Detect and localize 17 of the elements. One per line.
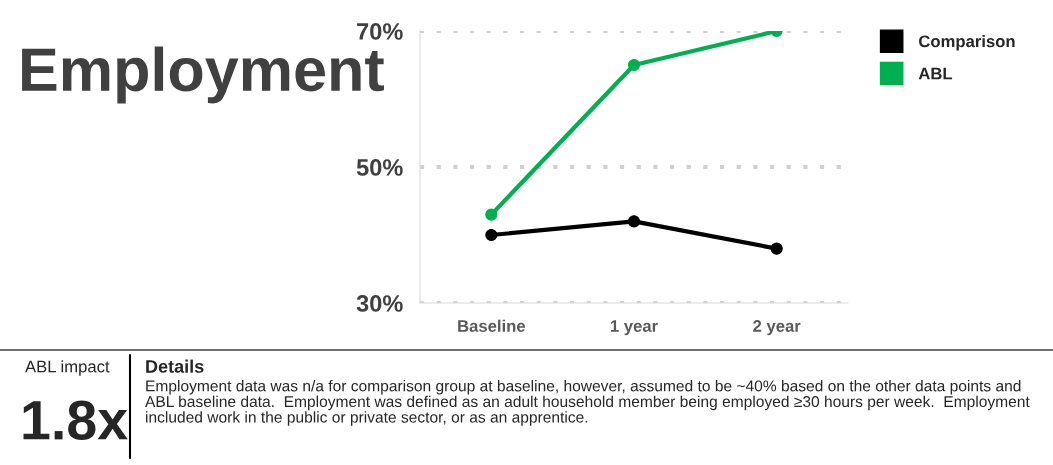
x-tick-label: 2 year xyxy=(753,320,801,336)
x-tick-label: Baseline xyxy=(458,319,526,332)
x-tick-label: 1 year xyxy=(610,320,658,336)
legend-label: ABL xyxy=(918,67,953,80)
point xyxy=(485,228,498,242)
y-tick-label: 50% xyxy=(356,159,403,176)
text: ABL impact xyxy=(25,360,110,376)
y-tick-label: 30% xyxy=(356,295,403,312)
text: 1.8x xyxy=(23,400,128,440)
y-tick-label: 70% xyxy=(357,23,403,40)
text: Employment data was n/a for comparison group at baseline, however, assumed to be ~40% based on the other data points and ABL baseline data. Employment was defined as an adult household member being employed ≥30 hours per week. Employment included work in the public or private sector, or as an apprentice. xyxy=(145,380,1030,426)
chart-title: Employment xyxy=(22,46,384,104)
point xyxy=(627,215,641,228)
point xyxy=(485,208,498,221)
legend-label: Comparison xyxy=(919,35,1015,51)
point xyxy=(770,242,783,255)
text: Details xyxy=(146,359,204,373)
